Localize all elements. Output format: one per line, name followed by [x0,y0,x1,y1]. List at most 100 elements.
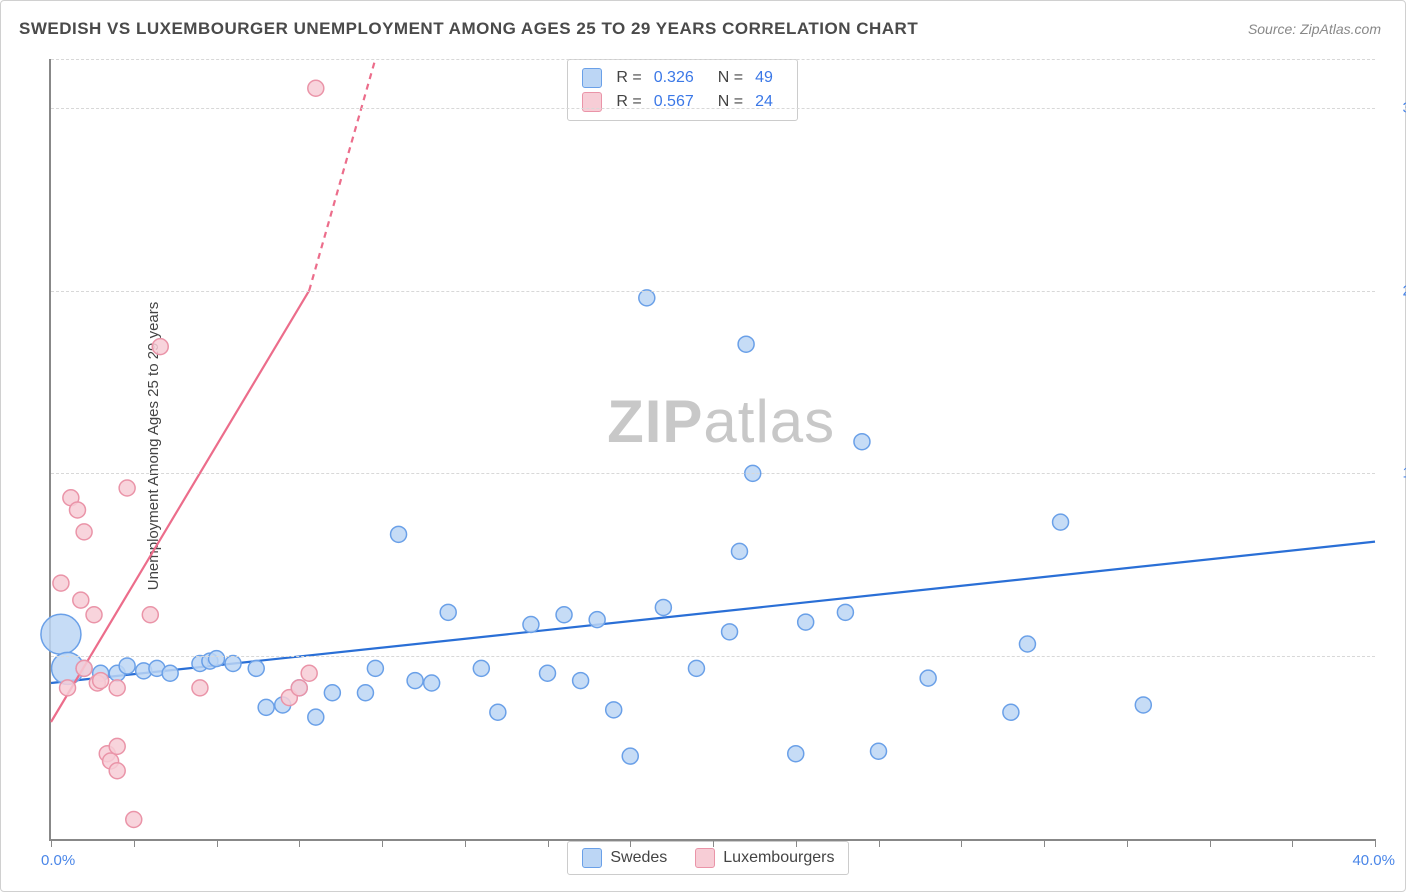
data-point [688,660,704,676]
y-tick-label: 7.5% [1385,648,1406,665]
data-point [573,673,589,689]
data-point [854,434,870,450]
legend-stats-row: R =0.567N =24 [582,90,783,114]
x-tick [713,839,714,847]
data-point [798,614,814,630]
data-point [424,675,440,691]
x-tick [1044,839,1045,847]
data-point [41,614,81,654]
data-point [391,526,407,542]
x-tick [134,839,135,847]
x-tick [1127,839,1128,847]
data-point [540,665,556,681]
data-point [152,339,168,355]
x-tick [961,839,962,847]
grid-line [51,59,1375,60]
data-point [86,607,102,623]
x-tick [465,839,466,847]
legend-swatch [582,68,602,88]
data-point [324,685,340,701]
data-point [53,575,69,591]
data-point [209,651,225,667]
legend-series-item: Luxembourgers [695,848,834,868]
legend-swatch [582,848,602,868]
x-end-label: 40.0% [1352,852,1395,869]
grid-line [51,656,1375,657]
data-point [73,592,89,608]
data-point [788,746,804,762]
data-point [738,336,754,352]
x-tick [796,839,797,847]
data-point [367,660,383,676]
legend-series-label: Luxembourgers [723,849,834,867]
data-point [490,704,506,720]
data-point [109,763,125,779]
stat-r-label: R = [616,69,641,87]
data-point [225,656,241,672]
x-tick [382,839,383,847]
data-point [407,673,423,689]
data-point [60,680,76,696]
legend-stats-row: R = 0.326 N = 49 [582,66,783,90]
plot-svg [51,59,1375,839]
stat-n-label: N = [718,69,743,87]
data-point [126,812,142,828]
x-tick [1292,839,1293,847]
data-point [291,680,307,696]
data-point [119,480,135,496]
plot-area: ZIPatlas R =0.326N =49R =0.567N =24 Swed… [49,59,1375,841]
x-tick [879,839,880,847]
legend-swatch [695,848,715,868]
data-point [523,617,539,633]
data-point [556,607,572,623]
legend-series-label: Swedes [610,849,667,867]
data-point [142,607,158,623]
data-point [76,660,92,676]
chart-container: SWEDISH VS LUXEMBOURGER UNEMPLOYMENT AMO… [0,0,1406,892]
grid-line [51,291,1375,292]
data-point [589,612,605,628]
legend-series: Swedes Luxembourgers [567,841,849,875]
data-point [920,670,936,686]
data-point [357,685,373,701]
grid-line [51,108,1375,109]
data-point [109,680,125,696]
y-tick-label: 22.5% [1385,282,1406,299]
x-tick [217,839,218,847]
data-point [1019,636,1035,652]
data-point [1135,697,1151,713]
legend-swatch [582,92,602,112]
x-tick [1375,839,1376,847]
x-tick [299,839,300,847]
x-tick [630,839,631,847]
legend-series-item: Swedes [582,848,667,868]
stat-n-value: 49 [755,69,773,87]
data-point [622,748,638,764]
data-point [837,604,853,620]
data-point [308,80,324,96]
data-point [1003,704,1019,720]
x-tick [1210,839,1211,847]
data-point [731,543,747,559]
data-point [93,673,109,689]
data-point [301,665,317,681]
data-point [440,604,456,620]
data-point [871,743,887,759]
source-label: Source: ZipAtlas.com [1248,21,1381,37]
legend-stats: R = 0.326 N = 49 R =0.567N =24 [567,59,798,121]
data-point [473,660,489,676]
trend-line [51,291,309,722]
stat-r-value: 0.326 [654,69,694,87]
data-point [76,524,92,540]
data-point [655,599,671,615]
data-point [606,702,622,718]
data-point [192,680,208,696]
y-tick-label: 30.0% [1385,99,1406,116]
data-point [162,665,178,681]
data-point [1053,514,1069,530]
chart-title: SWEDISH VS LUXEMBOURGER UNEMPLOYMENT AMO… [19,19,918,39]
x-tick [548,839,549,847]
data-point [109,738,125,754]
data-point [119,658,135,674]
y-tick-label: 15.0% [1385,465,1406,482]
